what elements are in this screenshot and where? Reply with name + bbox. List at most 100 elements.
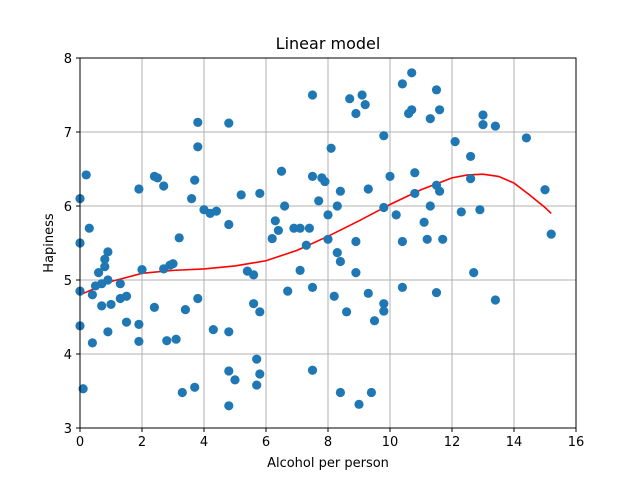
data-point xyxy=(397,236,407,247)
chart-title: Linear model xyxy=(276,34,381,53)
data-point xyxy=(193,117,203,127)
data-point xyxy=(301,240,311,250)
x-tick-label: 6 xyxy=(262,435,270,450)
data-point xyxy=(410,168,420,178)
data-point xyxy=(211,206,221,216)
data-point xyxy=(425,201,435,211)
data-point xyxy=(397,282,407,292)
x-tick-label: 4 xyxy=(200,435,208,450)
data-point xyxy=(283,286,293,296)
data-point xyxy=(121,317,132,327)
data-point xyxy=(276,166,287,176)
data-point xyxy=(323,210,333,220)
data-point xyxy=(78,384,88,394)
data-point xyxy=(521,133,532,143)
y-tick-label: 8 xyxy=(64,52,72,67)
data-point xyxy=(187,194,197,204)
scatter-points xyxy=(75,68,556,411)
data-point xyxy=(255,369,265,379)
y-tick-label: 4 xyxy=(64,348,72,363)
data-point xyxy=(134,184,144,194)
data-point xyxy=(280,201,290,211)
data-point xyxy=(478,120,488,130)
x-axis-label: Alcohol per person xyxy=(267,456,389,471)
data-point xyxy=(326,143,336,153)
data-point xyxy=(103,247,113,257)
data-point xyxy=(307,365,318,375)
fit-line-layer xyxy=(79,173,552,296)
data-point xyxy=(320,176,330,187)
data-point xyxy=(363,288,373,298)
data-point xyxy=(236,190,246,200)
data-point xyxy=(171,334,181,344)
data-point xyxy=(342,307,352,317)
data-point xyxy=(391,210,401,220)
data-point xyxy=(307,282,318,292)
data-point xyxy=(546,229,556,239)
data-point xyxy=(419,217,429,227)
data-point xyxy=(94,268,104,278)
data-point xyxy=(335,186,345,196)
data-point xyxy=(103,275,113,285)
data-point xyxy=(162,336,172,346)
y-tick-label: 5 xyxy=(64,274,72,289)
data-point xyxy=(332,201,342,211)
data-point xyxy=(540,185,550,195)
data-point xyxy=(332,248,342,258)
data-point xyxy=(345,94,355,104)
data-point xyxy=(410,188,420,199)
data-point xyxy=(323,234,333,244)
data-point xyxy=(103,327,113,337)
data-point xyxy=(230,375,240,385)
data-point xyxy=(137,265,147,275)
y-tick-label: 3 xyxy=(64,422,72,437)
data-point xyxy=(435,186,445,196)
data-point xyxy=(490,295,500,305)
data-point xyxy=(84,223,94,233)
data-point xyxy=(270,216,280,226)
y-tick-label: 6 xyxy=(64,200,72,215)
data-point xyxy=(149,302,159,312)
data-point xyxy=(295,223,305,233)
data-point xyxy=(307,90,318,100)
data-point xyxy=(267,233,277,244)
y-axis-ticks: 3 4 5 6 7 8 xyxy=(64,52,80,437)
data-point xyxy=(407,68,417,78)
data-point xyxy=(168,259,178,269)
data-point xyxy=(255,307,265,317)
x-axis-ticks: 0 2 4 6 8 10 12 14 16 xyxy=(76,428,584,450)
data-point xyxy=(397,79,407,89)
y-tick-label: 7 xyxy=(64,126,72,141)
fit-line xyxy=(79,173,552,296)
data-point xyxy=(87,338,97,348)
data-point xyxy=(478,110,488,120)
data-point xyxy=(466,151,476,162)
x-tick-label: 14 xyxy=(506,435,523,450)
data-point xyxy=(224,219,234,230)
data-point xyxy=(379,131,389,141)
data-point xyxy=(224,327,234,337)
data-point xyxy=(252,380,262,390)
data-point xyxy=(438,234,448,244)
data-point xyxy=(466,174,476,184)
data-point xyxy=(354,399,364,409)
data-point xyxy=(115,279,125,289)
data-point xyxy=(121,291,132,301)
data-point xyxy=(363,184,373,194)
data-point xyxy=(100,254,110,264)
data-point xyxy=(360,100,370,110)
data-point xyxy=(87,290,97,300)
data-point xyxy=(100,262,110,272)
data-point xyxy=(249,299,259,309)
data-point xyxy=(304,223,314,233)
data-point xyxy=(351,108,361,119)
data-point xyxy=(249,270,259,280)
data-point xyxy=(224,366,234,376)
data-point xyxy=(255,188,265,199)
x-tick-label: 16 xyxy=(568,435,585,450)
data-point xyxy=(81,170,91,180)
data-point xyxy=(252,354,262,364)
data-point xyxy=(469,268,479,278)
data-point xyxy=(180,305,190,315)
